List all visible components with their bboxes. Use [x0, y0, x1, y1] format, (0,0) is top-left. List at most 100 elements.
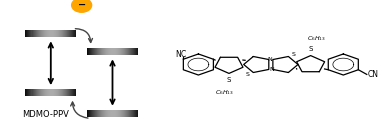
Bar: [89, 110, 90, 117]
Bar: [122, 110, 124, 117]
Bar: [65, 30, 66, 37]
Bar: [25, 30, 26, 37]
Bar: [40, 30, 41, 37]
Bar: [124, 48, 125, 55]
Bar: [67, 89, 68, 96]
Bar: [44, 30, 45, 37]
Bar: [37, 30, 39, 37]
Bar: [118, 110, 119, 117]
Bar: [133, 48, 134, 55]
Bar: [55, 89, 56, 96]
Bar: [88, 48, 89, 55]
Bar: [50, 30, 51, 37]
Bar: [126, 48, 127, 55]
Bar: [60, 89, 61, 96]
Bar: [87, 110, 88, 117]
Bar: [105, 110, 106, 117]
Bar: [54, 89, 55, 96]
Bar: [75, 89, 76, 96]
Bar: [69, 89, 70, 96]
Bar: [121, 48, 122, 55]
Bar: [52, 89, 53, 96]
Text: $C_6H_{13}$: $C_6H_{13}$: [215, 88, 234, 97]
Bar: [56, 30, 57, 37]
Bar: [72, 89, 73, 96]
Bar: [108, 110, 110, 117]
Bar: [110, 48, 112, 55]
Bar: [49, 89, 50, 96]
Bar: [112, 110, 113, 117]
Bar: [101, 48, 102, 55]
Bar: [57, 30, 58, 37]
Bar: [91, 48, 92, 55]
Text: S: S: [292, 52, 296, 57]
Bar: [134, 110, 135, 117]
Bar: [68, 89, 69, 96]
Bar: [87, 48, 88, 55]
Bar: [41, 89, 42, 96]
Text: MDMO-PPV: MDMO-PPV: [22, 110, 69, 119]
Bar: [104, 48, 105, 55]
Bar: [122, 48, 124, 55]
Bar: [56, 89, 57, 96]
Bar: [31, 30, 33, 37]
Bar: [67, 30, 68, 37]
Bar: [133, 110, 134, 117]
Bar: [127, 48, 128, 55]
Bar: [31, 89, 33, 96]
Bar: [53, 30, 54, 37]
Bar: [51, 89, 52, 96]
Bar: [91, 110, 92, 117]
Bar: [64, 89, 65, 96]
Bar: [121, 110, 122, 117]
Bar: [99, 48, 100, 55]
Bar: [43, 89, 44, 96]
Bar: [52, 30, 53, 37]
Text: N: N: [175, 50, 181, 59]
Bar: [29, 30, 31, 37]
Bar: [50, 89, 51, 96]
Bar: [103, 110, 104, 117]
Bar: [61, 89, 62, 96]
Bar: [127, 110, 128, 117]
Bar: [34, 89, 36, 96]
Bar: [73, 89, 74, 96]
Text: N: N: [269, 67, 274, 72]
Bar: [57, 89, 58, 96]
Bar: [70, 89, 71, 96]
Bar: [73, 30, 74, 37]
Bar: [98, 48, 99, 55]
Bar: [39, 89, 40, 96]
Bar: [135, 48, 136, 55]
Text: $C_6H_{13}$: $C_6H_{13}$: [307, 34, 326, 43]
Bar: [44, 89, 45, 96]
Bar: [63, 89, 64, 96]
Bar: [115, 110, 116, 117]
Bar: [129, 110, 130, 117]
Bar: [59, 30, 60, 37]
Bar: [130, 110, 131, 117]
Bar: [131, 110, 132, 117]
Text: S: S: [308, 46, 313, 52]
Bar: [69, 30, 70, 37]
Text: C: C: [180, 50, 186, 59]
Bar: [43, 30, 44, 37]
Bar: [42, 30, 43, 37]
Bar: [46, 89, 47, 96]
Text: S: S: [246, 72, 250, 77]
Bar: [59, 89, 60, 96]
Bar: [92, 110, 93, 117]
Bar: [132, 110, 133, 117]
Bar: [62, 89, 63, 96]
Bar: [34, 30, 36, 37]
Bar: [95, 110, 96, 117]
Bar: [33, 30, 34, 37]
Bar: [66, 30, 67, 37]
Bar: [113, 48, 115, 55]
Bar: [128, 48, 129, 55]
Bar: [97, 48, 98, 55]
Bar: [100, 110, 101, 117]
Bar: [62, 30, 63, 37]
Bar: [93, 48, 94, 55]
Bar: [137, 110, 138, 117]
